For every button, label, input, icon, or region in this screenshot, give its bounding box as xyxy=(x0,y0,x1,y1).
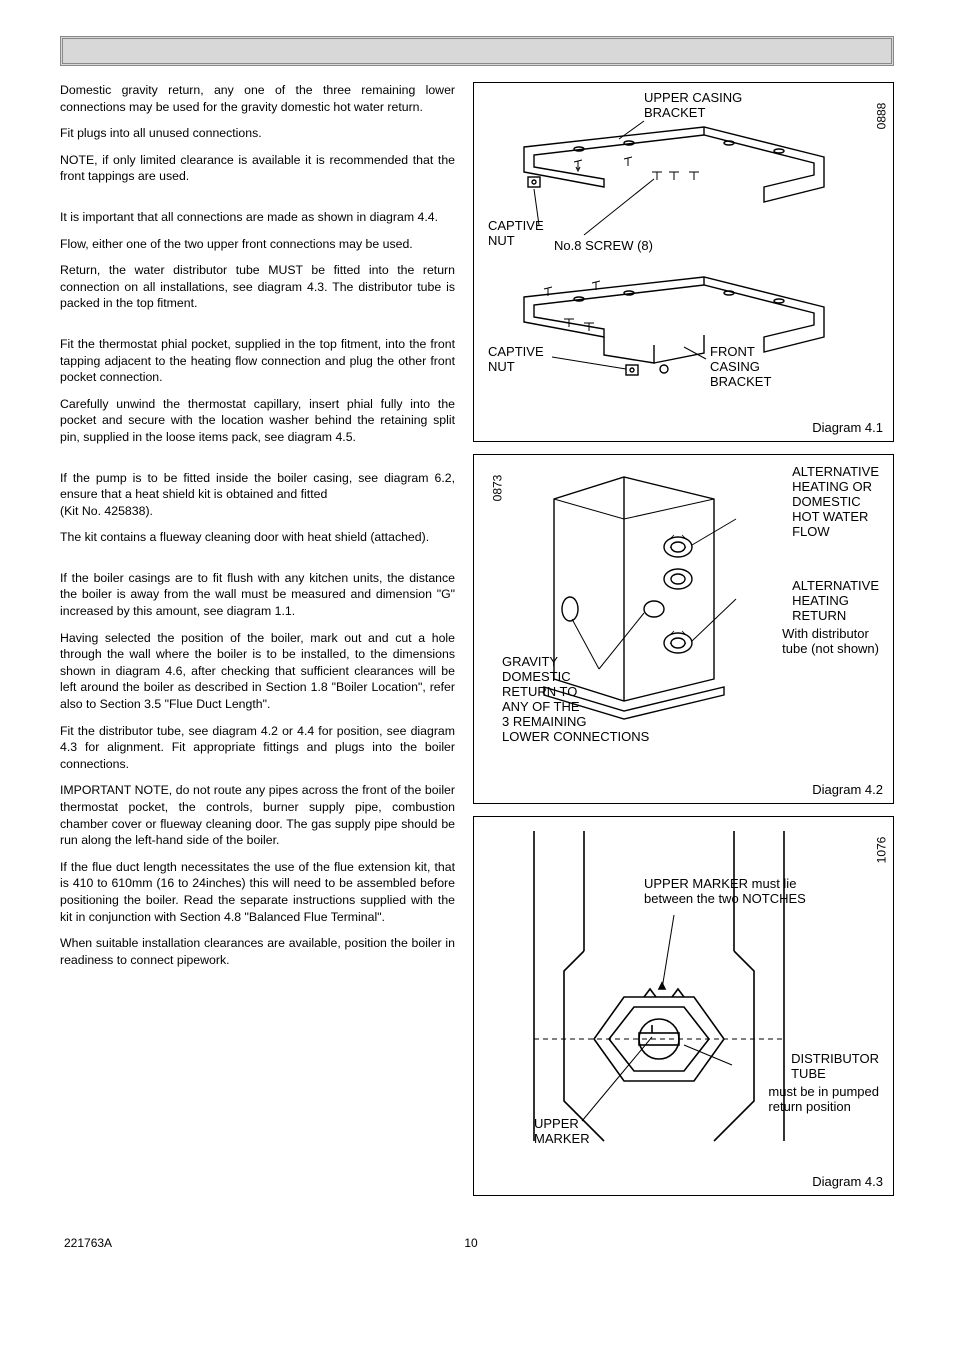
paragraph: Return, the water distributor tube MUST … xyxy=(60,262,455,312)
paragraph: If the flue duct length necessitates the… xyxy=(60,859,455,925)
paragraph: Flow, either one of the two upper front … xyxy=(60,236,455,253)
page-number: 10 xyxy=(464,1236,477,1250)
paragraph: Domestic gravity return, any one of the … xyxy=(60,82,455,115)
paragraph: It is important that all connections are… xyxy=(60,209,455,226)
paragraph: When suitable installation clearances ar… xyxy=(60,935,455,968)
diagram-id: 0888 xyxy=(875,103,889,130)
paragraph: Fit plugs into all unused connections. xyxy=(60,125,455,142)
paragraph: If the boiler casings are to fit flush w… xyxy=(60,570,455,620)
paragraph: The kit contains a flueway cleaning door… xyxy=(60,529,455,546)
diagram-id: 1076 xyxy=(875,837,889,864)
diagram-4-3: 1076 UPPER MARKER must lie between the t… xyxy=(473,816,894,1196)
paragraph: Fit the thermostat phial pocket, supplie… xyxy=(60,336,455,386)
header-bar xyxy=(60,36,894,66)
diagram-svg xyxy=(474,459,874,769)
paragraph: Carefully unwind the thermostat capillar… xyxy=(60,396,455,446)
doc-number: 221763A xyxy=(64,1236,112,1250)
diagram-caption: Diagram 4.2 xyxy=(812,782,883,797)
diagram-svg xyxy=(474,821,874,1171)
paragraph: NOTE, if only limited clearance is avail… xyxy=(60,152,455,185)
paragraph: Fit the distributor tube, see diagram 4.… xyxy=(60,723,455,773)
diagram-4-2: 0873 ALTERNATIVE HEATING OR DOMESTIC HOT… xyxy=(473,454,894,804)
paragraph: Having selected the position of the boil… xyxy=(60,630,455,713)
page-footer: 221763A 10 xyxy=(60,1236,894,1250)
diagram-column: 0888 UPPER CASING BRACKET CAPTIVE NUT No… xyxy=(473,82,894,1196)
diagram-svg xyxy=(474,87,874,417)
diagram-caption: Diagram 4.3 xyxy=(812,1174,883,1189)
paragraph: (Kit No. 425838). xyxy=(60,503,455,520)
diagram-caption: Diagram 4.1 xyxy=(812,420,883,435)
paragraph: If the pump is to be fitted inside the b… xyxy=(60,470,455,503)
paragraph: IMPORTANT NOTE, do not route any pipes a… xyxy=(60,782,455,848)
content-columns: Domestic gravity return, any one of the … xyxy=(60,82,894,1196)
diagram-4-1: 0888 UPPER CASING BRACKET CAPTIVE NUT No… xyxy=(473,82,894,442)
text-column: Domestic gravity return, any one of the … xyxy=(60,82,455,1196)
page: Domestic gravity return, any one of the … xyxy=(0,0,954,1290)
